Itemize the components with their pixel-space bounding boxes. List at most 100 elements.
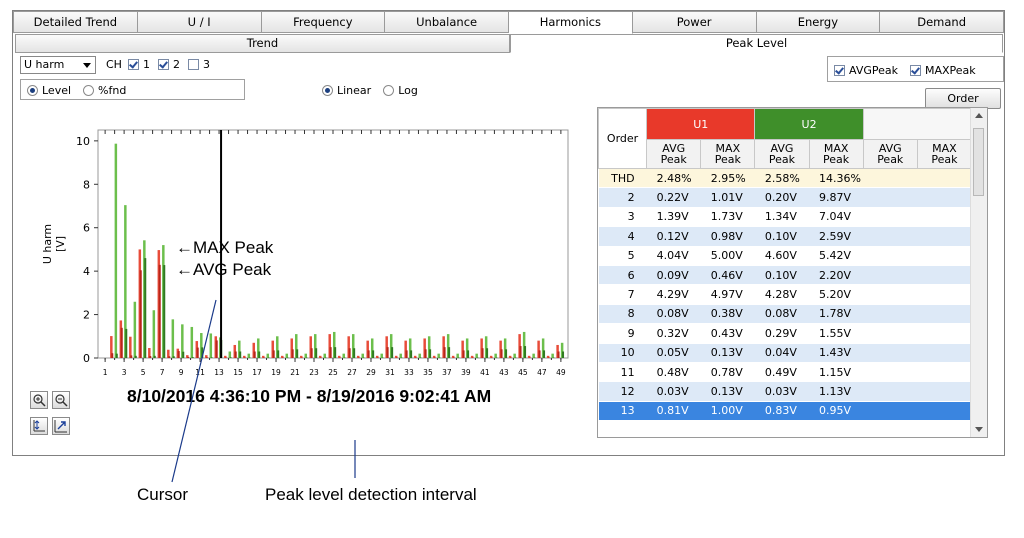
scroll-down-icon[interactable] [975, 427, 983, 432]
table-row[interactable]: 11 0.48V 0.78V 0.49V 1.15V [598, 362, 972, 383]
u1-bar [375, 355, 379, 358]
value-cell: 0.43V [700, 323, 755, 344]
fnd-radio[interactable] [83, 85, 95, 96]
tab-trend[interactable]: Trend [15, 34, 510, 53]
u1-bar [404, 340, 407, 358]
u1-bar [129, 336, 132, 358]
log-radio[interactable] [383, 85, 395, 96]
zoom-out-button[interactable] [52, 391, 70, 409]
tab-unbalance[interactable]: Unbalance [385, 11, 509, 33]
peak-level-table: Order U1 U2 AVG Peak MAX Peak AVG Peak MAX Peak… [597, 107, 988, 438]
table-row[interactable]: 9 0.32V 0.43V 0.29V 1.55V [598, 323, 972, 344]
scroll-thumb[interactable] [973, 128, 984, 196]
value-cell [917, 207, 972, 228]
vertical-fit-button[interactable] [30, 417, 48, 435]
order-column-header: Order [598, 108, 648, 169]
value-cell [917, 381, 972, 402]
value-cell [917, 343, 972, 363]
u1-bar [348, 348, 351, 358]
linear-radio[interactable] [322, 85, 333, 96]
level-radio[interactable] [27, 85, 38, 96]
avg-peak-checkbox[interactable] [834, 65, 845, 76]
u1-bar [462, 350, 465, 358]
x-tick-label: 29 [366, 368, 376, 377]
value-cell: 2.95% [700, 168, 755, 189]
u1-bar [328, 334, 331, 358]
cursor-callout: Cursor [137, 485, 189, 504]
value-cell: 0.08V [646, 304, 701, 325]
ch3-checkbox[interactable] [187, 59, 199, 70]
table-row[interactable]: 2 0.22V 1.01V 0.20V 9.87V [598, 187, 972, 208]
tab-power[interactable]: Power [632, 11, 757, 33]
value-cell [917, 401, 972, 422]
tab-demand[interactable]: Demand [880, 11, 1004, 33]
u2-bar [182, 351, 185, 358]
table-row[interactable]: 13 0.81V 1.00V 0.83V 0.95V [598, 401, 972, 422]
u2-bar [408, 338, 412, 358]
u2-bar [551, 353, 554, 358]
value-cell: 1.43V [809, 343, 864, 363]
u2-bar [315, 348, 318, 358]
table-row[interactable]: 12 0.03V 0.13V 0.03V 1.13V [598, 381, 972, 402]
measure-select[interactable]: U harm [20, 56, 96, 74]
x-tick-label: 27 [347, 368, 357, 377]
u1-bar [234, 351, 237, 358]
x-tick-label: 3 [122, 368, 127, 377]
auto-scale-button[interactable] [52, 417, 70, 435]
ch1-checkbox[interactable] [127, 59, 139, 70]
u1-bar [318, 355, 322, 358]
u1-bar [481, 348, 484, 358]
value-cell: 2.58% [754, 168, 810, 189]
sub-header-0: AVG Peak [646, 139, 702, 169]
value-cell: 0.95V [809, 401, 864, 422]
zoom-in-button[interactable] [30, 391, 48, 409]
u2-bar [541, 338, 545, 358]
table-row[interactable]: 3 1.39V 1.73V 1.34V 7.04V [598, 207, 972, 228]
u2-bar [429, 349, 432, 358]
u2-bar [448, 347, 451, 358]
x-tick-label: 17 [252, 368, 262, 377]
value-cell [917, 304, 972, 325]
tab-frequency[interactable]: Frequency [261, 11, 386, 33]
table-row[interactable]: 4 0.12V 0.98V 0.10V 2.59V [598, 226, 972, 247]
u2-bar [418, 353, 421, 358]
u2-bar [190, 326, 194, 358]
value-cell: 0.22V [646, 187, 701, 208]
u2-bar [228, 351, 232, 358]
tab-detailed-trend[interactable]: Detailed Trend [13, 11, 138, 33]
u1-bar [252, 342, 256, 358]
u1-bar [329, 347, 332, 358]
thd-row[interactable]: THD 2.48% 2.95% 2.58% 14.36% [598, 168, 972, 189]
ch2-checkbox[interactable] [157, 59, 169, 70]
table-scrollbar[interactable] [970, 108, 987, 437]
tab-harmonics[interactable]: Harmonics [509, 11, 633, 34]
u1-bar [386, 347, 389, 358]
table-row[interactable]: 6 0.09V 0.46V 0.10V 2.20V [598, 265, 972, 286]
tab-peak-level[interactable]: Peak Level [510, 34, 1003, 53]
u1-bar [186, 355, 189, 358]
value-cell [863, 246, 918, 266]
value-cell: 0.12V [646, 226, 701, 247]
table-row[interactable]: 8 0.08V 0.38V 0.08V 1.78V [598, 304, 972, 325]
value-cell: 2.48% [646, 168, 701, 189]
table-row[interactable]: 10 0.05V 0.13V 0.04V 1.43V [598, 343, 972, 363]
u2-bar [201, 347, 204, 358]
x-tick-label: 45 [518, 368, 528, 377]
value-cell: 0.10V [754, 226, 810, 247]
value-cell [863, 187, 918, 208]
tab-u-i[interactable]: U / I [137, 11, 262, 33]
measure-select-value: U harm [24, 58, 65, 71]
u1-bar [310, 348, 313, 358]
scroll-up-icon[interactable] [975, 113, 983, 118]
max-peak-checkbox[interactable] [910, 65, 921, 76]
interval-callout: Peak level detection interval [265, 485, 477, 504]
u2-bar [171, 319, 175, 358]
tab-energy[interactable]: Energy [756, 11, 881, 33]
table-row[interactable]: 7 4.29V 4.97V 4.28V 5.20V [598, 284, 972, 305]
order-cell: 13 [598, 401, 647, 422]
value-cell: 0.05V [646, 343, 701, 363]
u1-bar [443, 347, 446, 358]
table-row[interactable]: 5 4.04V 5.00V 4.60V 5.42V [598, 246, 972, 266]
linear-label: Linear [337, 84, 372, 97]
x-tick-label: 41 [480, 368, 490, 377]
